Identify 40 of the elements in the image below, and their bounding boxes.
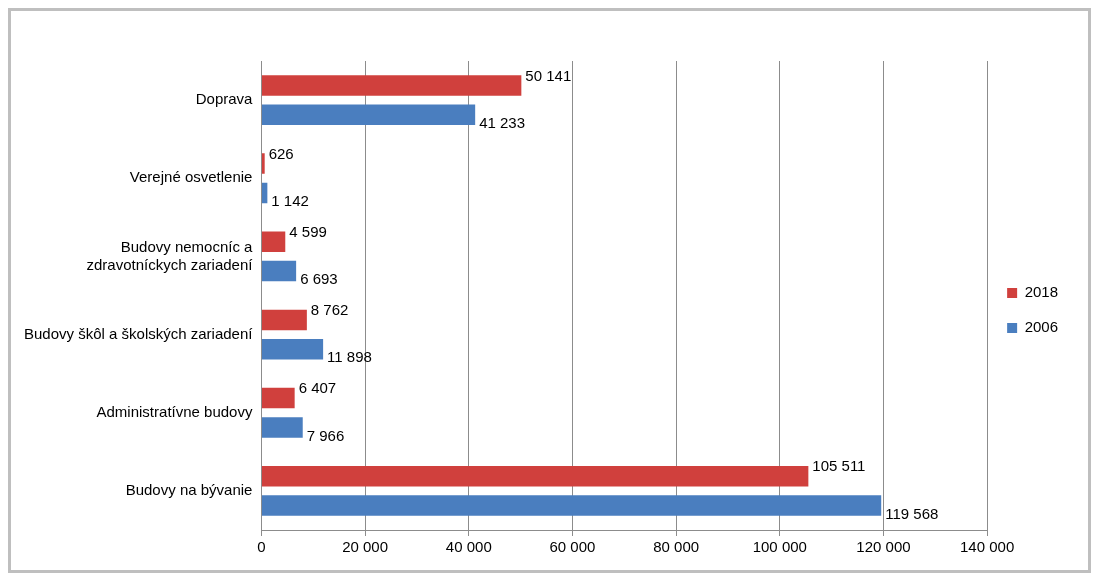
x-tick-label: 20 000 [342,538,389,556]
data-label: 50 141 [525,66,572,84]
data-label: 41 233 [479,113,526,131]
bar [261,231,286,253]
data-label: 8 762 [310,301,349,319]
x-tick-label: 60 000 [549,538,596,556]
x-tick-label: 120 000 [856,538,911,556]
y-tick-label: Budovy na bývanie [125,481,253,499]
bar [261,153,265,174]
data-label: 6 407 [298,379,337,397]
data-label: 105 511 [812,457,866,475]
data-label: 4 599 [289,222,327,240]
legend-label: 2018 [1024,283,1059,301]
data-label: 6 693 [300,270,338,288]
bar [261,387,295,409]
data-label: 119 568 [885,504,939,522]
y-tick-label: Administratívne budovy [96,402,253,420]
bar [261,182,268,204]
bar [261,309,307,331]
y-tick-label: Verejné osvetlenie [129,168,253,186]
bar [261,466,809,487]
data-label: 7 966 [306,426,345,444]
y-tick-label: Budovy škôl a školských zariadení [23,324,254,342]
bar [261,495,882,516]
data-label: 1 142 [271,192,309,210]
bar [261,260,297,282]
data-label: 11 898 [327,348,372,366]
x-tick-label: 100 000 [752,538,807,556]
bar [261,417,303,438]
x-tick-label: 80 000 [653,538,700,556]
x-tick-label: 40 000 [445,538,492,556]
bar [261,104,476,125]
y-tick-label: Doprava [195,90,254,108]
x-tick-label: 0 [257,538,266,556]
data-label: 626 [268,144,294,162]
bar [261,75,522,96]
legend-label: 2006 [1024,318,1059,336]
bar [261,338,324,360]
x-tick-label: 140 000 [960,538,1015,556]
y-tick-label: Budovy nemocníc a zdravotníckych zariadení [86,237,254,273]
